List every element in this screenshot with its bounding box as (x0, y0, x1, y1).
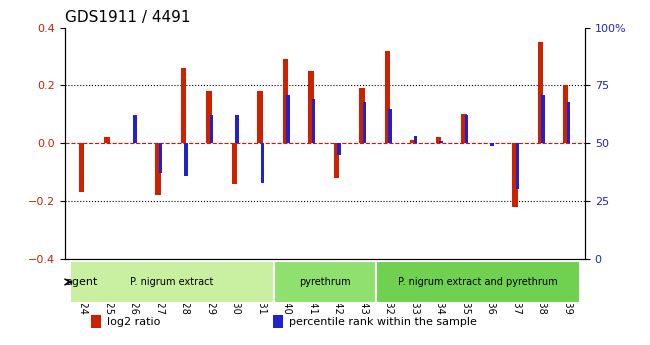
Text: P. nigrum extract and pyrethrum: P. nigrum extract and pyrethrum (398, 277, 558, 287)
Bar (181, 68, 186, 143)
Bar (235, 116, 239, 143)
Bar (273, 315, 283, 328)
Text: P. nigrum extract: P. nigrum extract (131, 277, 214, 287)
Bar (563, 86, 569, 143)
Text: percentile rank within the sample: percentile rank within the sample (289, 317, 476, 327)
Bar (363, 101, 367, 143)
Bar (104, 137, 110, 143)
Bar (210, 116, 213, 143)
Bar (308, 71, 313, 143)
Bar (79, 143, 84, 193)
Text: agent: agent (66, 277, 98, 287)
Bar (261, 143, 265, 183)
Bar (337, 143, 341, 155)
Bar (515, 143, 519, 189)
Bar (490, 143, 494, 146)
Bar (185, 143, 188, 176)
Bar (388, 109, 392, 143)
Text: log2 ratio: log2 ratio (107, 317, 160, 327)
Bar (159, 143, 162, 173)
Bar (439, 141, 443, 143)
Bar (155, 143, 161, 195)
Bar (414, 136, 417, 143)
Bar (541, 95, 545, 143)
Bar (286, 95, 290, 143)
Text: GDS1911 / 4491: GDS1911 / 4491 (65, 10, 190, 25)
Bar (283, 59, 288, 143)
FancyBboxPatch shape (376, 261, 580, 303)
Bar (206, 91, 212, 143)
FancyBboxPatch shape (274, 261, 376, 303)
Bar (567, 101, 570, 143)
Bar (462, 114, 467, 143)
Bar (91, 315, 101, 328)
Bar (232, 143, 237, 184)
Bar (312, 99, 315, 143)
Text: pyrethrum: pyrethrum (299, 277, 351, 287)
Bar (385, 51, 390, 143)
Bar (538, 42, 543, 143)
FancyBboxPatch shape (70, 261, 274, 303)
Bar (133, 116, 137, 143)
Bar (410, 140, 415, 143)
Bar (512, 143, 517, 207)
Bar (333, 143, 339, 178)
Bar (257, 91, 263, 143)
Bar (465, 116, 468, 143)
Bar (436, 137, 441, 143)
Bar (359, 88, 365, 143)
